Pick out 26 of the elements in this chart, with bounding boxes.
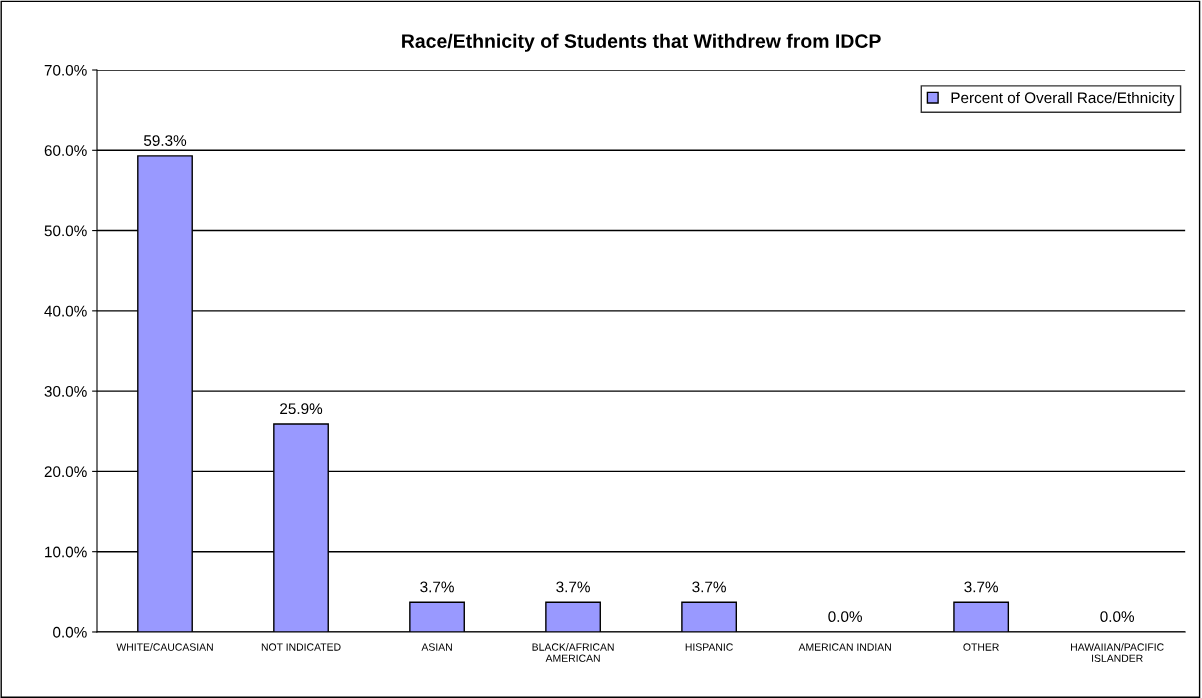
- data-label: 3.7%: [964, 581, 999, 593]
- data-label: 3.7%: [556, 581, 590, 593]
- y-tick-label: 0.0%: [53, 626, 87, 638]
- legend-label: Percent of Overall Race/Ethnicity: [951, 91, 1175, 107]
- y-tick-label: 70.0%: [44, 64, 87, 76]
- x-tick-label: HAWAIIAN/PACIFIC ISLANDER: [1071, 643, 1164, 662]
- data-label: 0.0%: [1100, 611, 1135, 623]
- x-tick-label: ASIAN: [421, 643, 452, 651]
- x-tick-label: HISPANIC: [685, 643, 733, 651]
- x-tick-label: BLACK/AFRICAN AMERICAN: [532, 643, 614, 662]
- data-label: 3.7%: [420, 581, 454, 593]
- data-label: 59.3%: [143, 135, 187, 146]
- data-label: 0.0%: [828, 611, 862, 623]
- data-label: 3.7%: [692, 581, 726, 593]
- chart-title: Race/Ethnicity of Students that Withdrew from IDCP: [402, 33, 881, 52]
- y-tick-label: 40.0%: [44, 305, 87, 317]
- x-tick-label: WHITE/CAUCASIAN: [116, 643, 213, 651]
- y-tick-label: 30.0%: [44, 386, 87, 397]
- y-tick-label: 60.0%: [44, 145, 87, 156]
- y-tick-label: 50.0%: [44, 225, 87, 237]
- x-tick-label: AMERICAN INDIAN: [798, 643, 891, 651]
- data-label: 25.9%: [280, 403, 323, 415]
- x-tick-label: OTHER: [963, 643, 999, 651]
- y-tick-label: 20.0%: [44, 466, 87, 478]
- x-tick-label: NOT INDICATED: [261, 643, 341, 651]
- y-tick-label: 10.0%: [45, 546, 87, 558]
